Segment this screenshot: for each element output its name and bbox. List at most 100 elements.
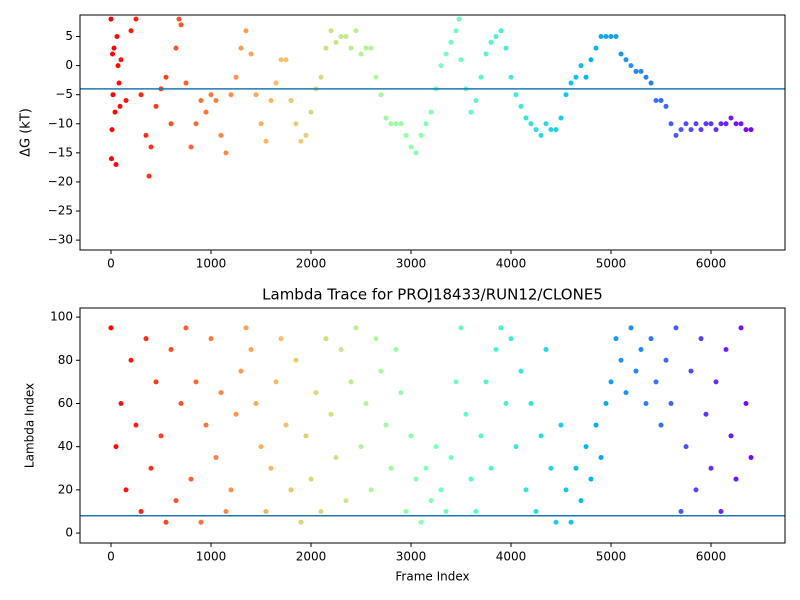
- x-tick-label: 3000: [396, 257, 427, 271]
- point: [703, 121, 709, 127]
- point: [608, 379, 614, 385]
- point: [178, 22, 184, 28]
- point: [318, 508, 324, 514]
- point: [743, 400, 749, 406]
- point: [533, 127, 539, 133]
- point: [198, 519, 204, 525]
- point: [203, 109, 209, 115]
- point: [518, 103, 524, 109]
- point: [643, 400, 649, 406]
- point: [428, 498, 434, 504]
- point: [728, 433, 734, 439]
- point: [698, 127, 704, 133]
- point: [243, 28, 249, 34]
- point: [163, 519, 169, 525]
- point: [278, 57, 284, 63]
- point: [233, 411, 239, 417]
- point: [198, 98, 204, 104]
- point: [623, 390, 629, 396]
- point: [648, 80, 654, 86]
- point: [698, 336, 704, 342]
- point: [343, 34, 349, 40]
- point: [733, 121, 739, 127]
- point: [208, 336, 214, 342]
- point: [133, 422, 139, 428]
- point: [718, 121, 724, 127]
- point: [115, 63, 121, 69]
- point: [153, 379, 159, 385]
- point: [588, 57, 594, 63]
- point: [483, 51, 489, 57]
- x-tick-label: 6000: [696, 550, 727, 564]
- point: [278, 336, 284, 342]
- y-tick-label: 100: [50, 310, 73, 324]
- point: [178, 400, 184, 406]
- point: [308, 109, 314, 115]
- point: [478, 433, 484, 439]
- point: [558, 422, 564, 428]
- point: [663, 357, 669, 363]
- point: [263, 138, 269, 144]
- point: [718, 508, 724, 514]
- point: [333, 39, 339, 45]
- point: [358, 51, 364, 57]
- x-tick-label: 4000: [496, 550, 527, 564]
- point: [558, 115, 564, 121]
- point: [548, 127, 554, 133]
- point: [413, 150, 419, 156]
- point: [633, 68, 639, 74]
- point: [468, 476, 474, 482]
- y-axis-label: Lambda Index: [23, 383, 37, 468]
- point: [353, 28, 359, 34]
- point: [703, 411, 709, 417]
- point: [518, 368, 524, 374]
- point: [453, 28, 459, 34]
- point: [513, 92, 519, 98]
- point: [110, 92, 116, 98]
- point: [563, 487, 569, 493]
- point: [118, 57, 124, 63]
- point: [373, 74, 379, 80]
- x-tick-label: 3000: [396, 550, 427, 564]
- point: [603, 400, 609, 406]
- point: [388, 121, 394, 127]
- point: [338, 346, 344, 352]
- y-tick-label: −20: [48, 174, 73, 188]
- point: [418, 132, 424, 138]
- point: [328, 28, 334, 34]
- x-tick-label: 1000: [196, 550, 227, 564]
- point: [633, 368, 639, 374]
- axes-frame: [79, 14, 786, 251]
- point: [293, 121, 299, 127]
- point: [628, 325, 634, 331]
- point: [283, 57, 289, 63]
- point: [118, 400, 124, 406]
- point: [568, 519, 574, 525]
- point: [328, 411, 334, 417]
- point: [738, 325, 744, 331]
- point: [738, 121, 744, 127]
- point: [113, 161, 119, 167]
- point: [368, 487, 374, 493]
- point: [383, 115, 389, 121]
- point: [593, 45, 599, 51]
- point: [673, 325, 679, 331]
- point: [213, 454, 219, 460]
- point: [183, 80, 189, 86]
- point: [133, 16, 139, 22]
- point: [613, 336, 619, 342]
- point: [378, 92, 384, 98]
- point: [448, 454, 454, 460]
- point: [318, 74, 324, 80]
- point: [623, 57, 629, 63]
- point: [303, 433, 309, 439]
- point: [618, 357, 624, 363]
- point: [418, 519, 424, 525]
- point: [168, 121, 174, 127]
- point: [393, 121, 399, 127]
- point: [298, 519, 304, 525]
- point: [643, 74, 649, 80]
- point: [463, 411, 469, 417]
- point: [123, 487, 129, 493]
- point: [383, 422, 389, 428]
